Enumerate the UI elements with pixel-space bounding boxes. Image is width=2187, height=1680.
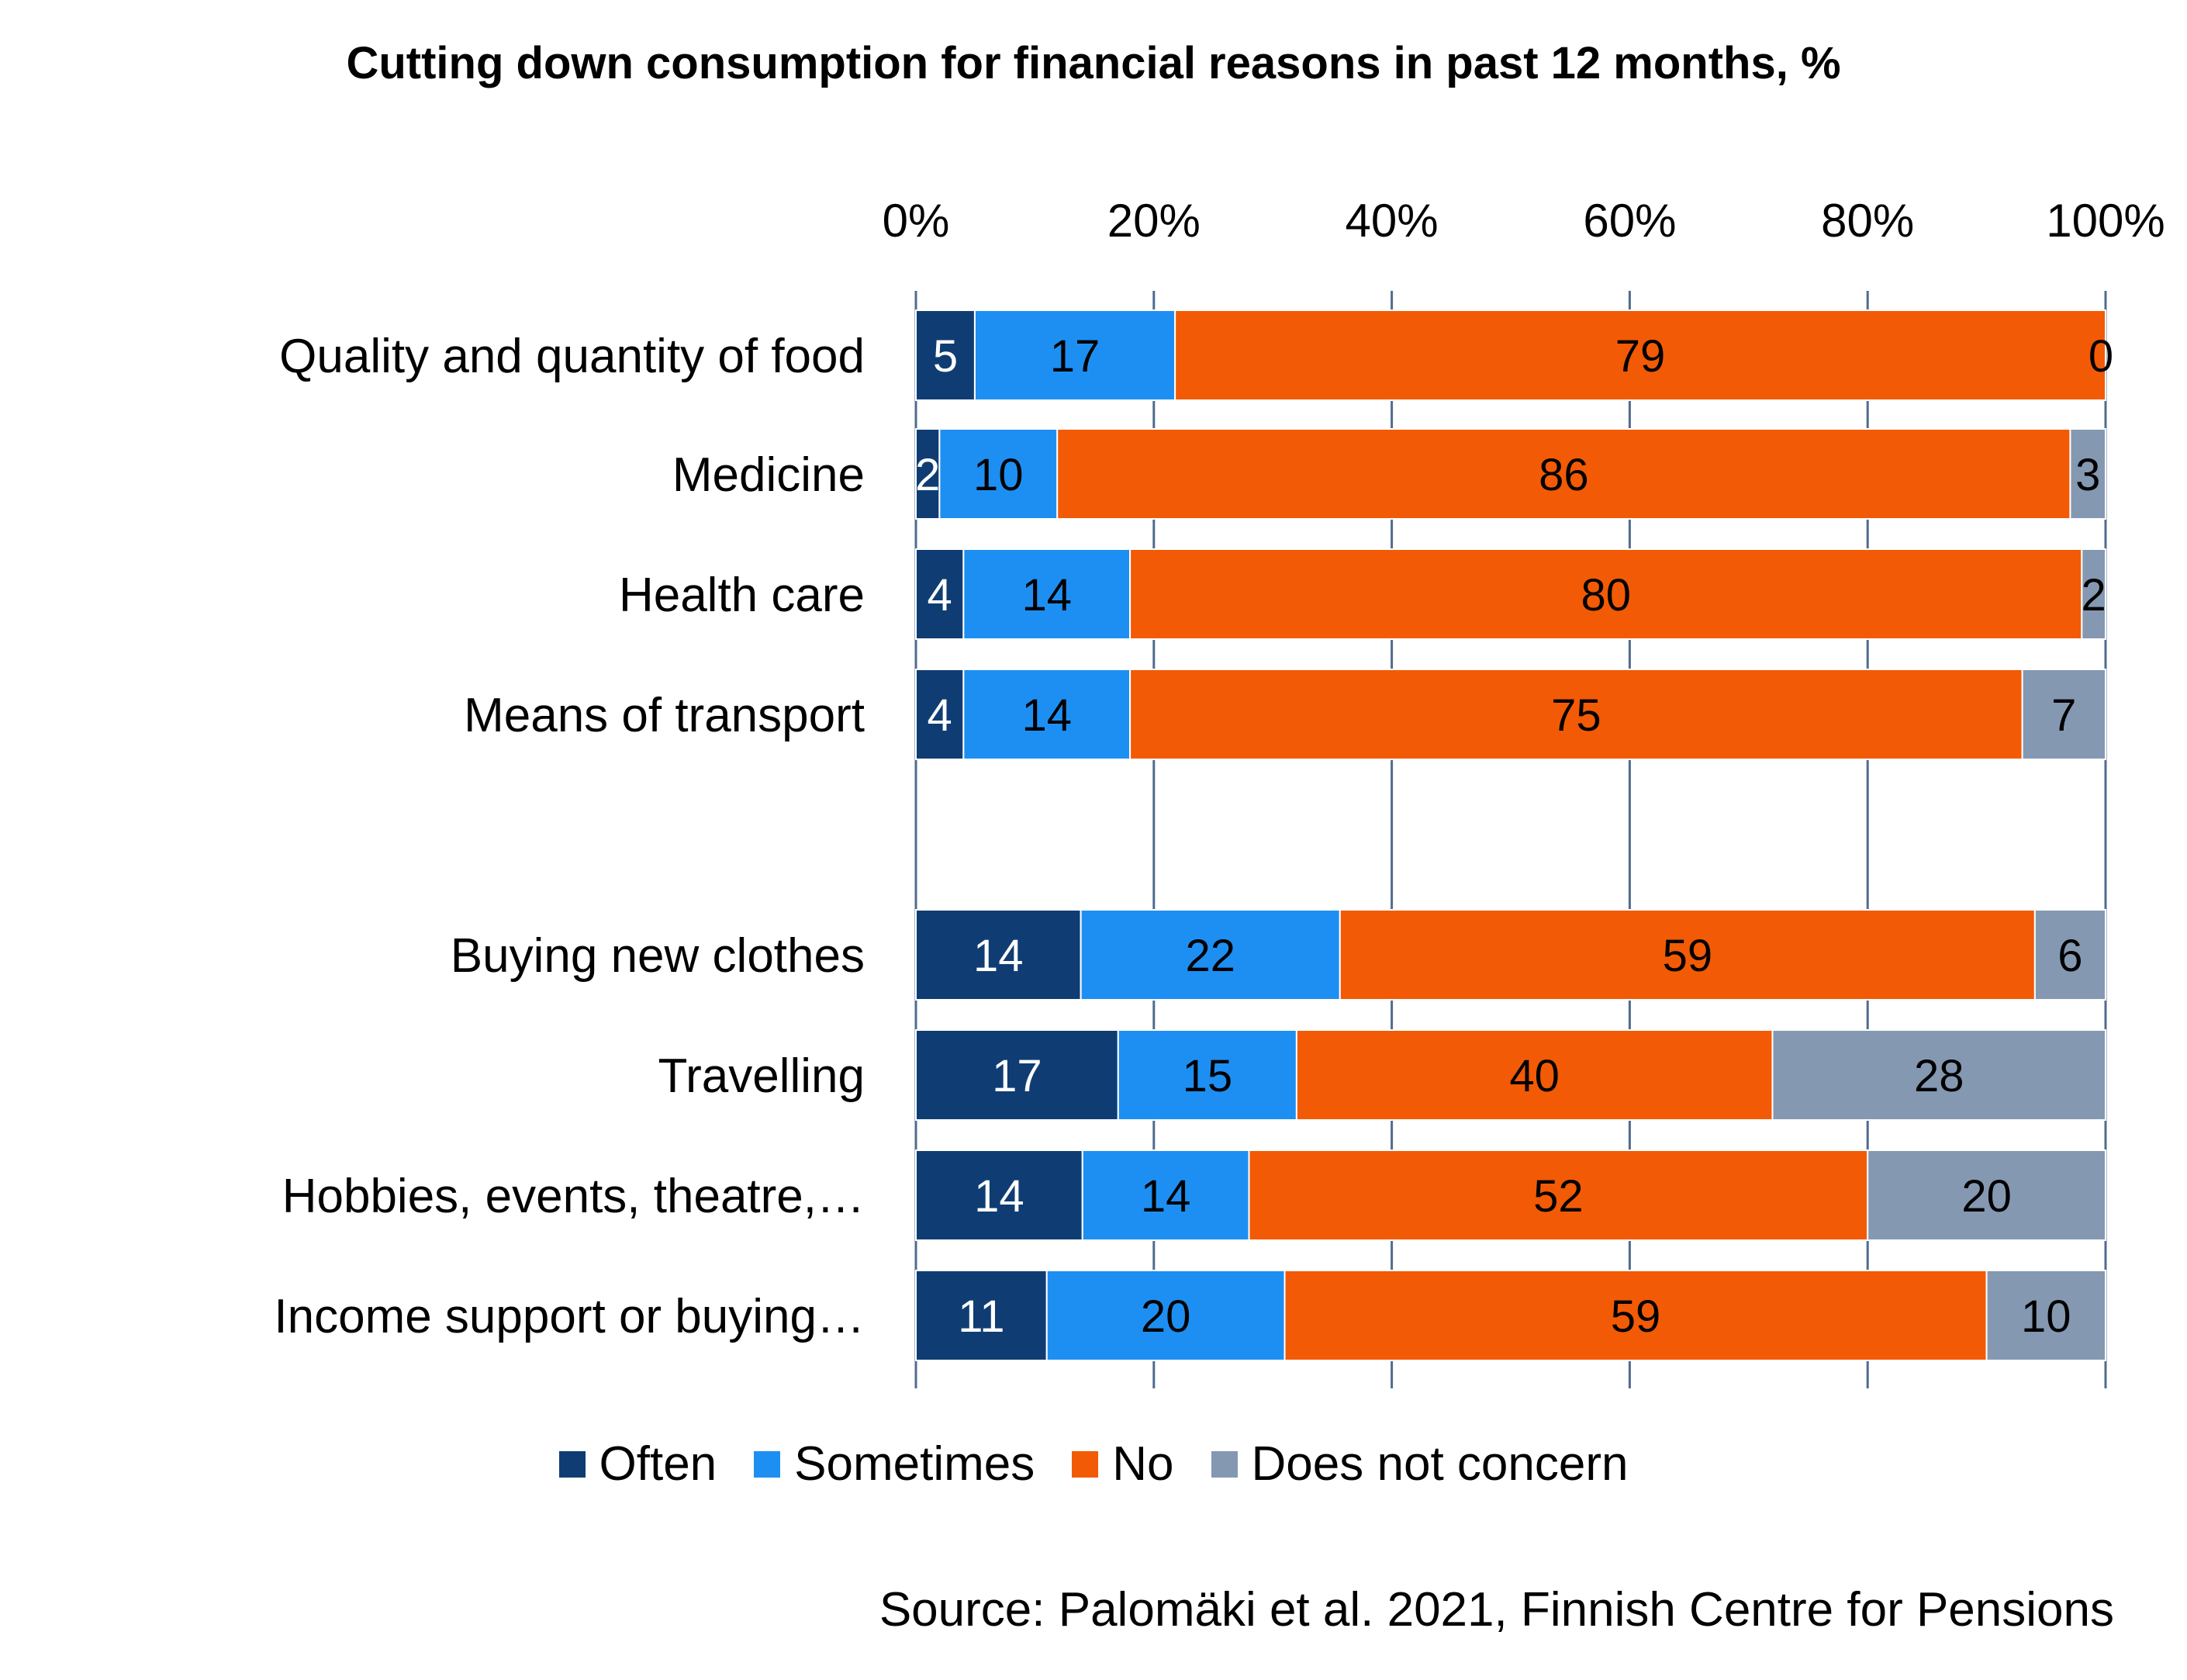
bar-segment	[973, 309, 1176, 401]
bar-segment	[2021, 669, 2107, 760]
bar-segment	[915, 428, 941, 520]
data-label: 5	[933, 331, 958, 382]
bar-segment	[1117, 1029, 1297, 1121]
bar-segment	[962, 669, 1132, 760]
data-label: 20	[1961, 1171, 2012, 1222]
data-labels: 5 17 79 0 2 10 86 3 4 14 80 2 4 14 75 7 14 22 59 6 17 15 40 28 1…	[915, 331, 2113, 1342]
legend-swatch	[1211, 1450, 1238, 1478]
data-label: 15	[1183, 1051, 1233, 1101]
bar-segment	[915, 1149, 1083, 1241]
x-tick-label: 20%	[1107, 195, 1201, 247]
bar-segment	[915, 909, 1082, 1001]
data-label: 75	[1551, 690, 1601, 741]
chart-title: Cutting down consumption for financial r…	[346, 38, 1841, 88]
bar-segment	[2081, 548, 2107, 640]
category-label: Quality and quantity of food	[279, 330, 865, 383]
x-tick-label: 100%	[2046, 195, 2165, 247]
x-tick-label: 0%	[883, 195, 950, 247]
bar-segment	[1867, 1149, 2106, 1241]
bar-segment	[1985, 1270, 2107, 1361]
data-label: 17	[992, 1051, 1042, 1101]
data-label: 3	[2075, 450, 2100, 500]
data-label: 14	[973, 931, 1024, 981]
legend-label: Does not concern	[1251, 1437, 1629, 1491]
data-label: 14	[1021, 570, 1072, 620]
category-label: Means of transport	[464, 689, 865, 742]
bar-segment	[2033, 909, 2107, 1001]
bar-segment	[938, 428, 1059, 520]
legend: Often Sometimes No Does not concern	[0, 1436, 2187, 1492]
data-label: 17	[1050, 331, 1100, 382]
data-label: 14	[1021, 690, 1072, 741]
bar-segment	[1080, 909, 1341, 1001]
bars	[915, 309, 2107, 1361]
data-label: 22	[1185, 931, 1235, 981]
data-label: 86	[1539, 450, 1589, 500]
data-label: 20	[1141, 1291, 1191, 1342]
data-label: 11	[958, 1291, 1004, 1342]
data-label: 10	[2021, 1291, 2071, 1342]
source-note: Source: Palomäki et al. 2021, Finnish Ce…	[879, 1583, 2114, 1637]
category-label: Travelling	[658, 1049, 865, 1103]
data-label: 52	[1533, 1171, 1584, 1222]
x-tick-label: 80%	[1821, 195, 1914, 247]
bar-segment	[1248, 1149, 1869, 1241]
bar-segment	[1081, 1149, 1250, 1241]
bar-segment	[1056, 428, 2071, 520]
bar-segment	[1295, 1029, 1774, 1121]
legend-label: Sometimes	[794, 1437, 1035, 1491]
x-tick-labels: 0% 20% 40% 60% 80% 100%	[883, 195, 2165, 247]
data-label: 59	[1663, 931, 1713, 981]
legend-item: Often	[558, 1436, 717, 1492]
data-label: 80	[1581, 570, 1631, 620]
data-label: 28	[1914, 1051, 1964, 1101]
bar-segment	[1339, 909, 2036, 1001]
data-label: 4	[928, 690, 952, 741]
category-label: Health care	[619, 569, 865, 622]
bar-segment	[1129, 669, 2023, 760]
bar-segment	[1045, 1270, 1286, 1361]
data-label: 7	[2051, 690, 2076, 741]
data-label: 79	[1615, 331, 1666, 382]
category-label: Medicine	[672, 448, 865, 502]
category-label: Income support or buying…	[274, 1290, 865, 1343]
data-label: 4	[928, 570, 952, 620]
bar-segment	[962, 548, 1132, 640]
legend-swatch	[754, 1450, 781, 1478]
legend-label: Often	[599, 1437, 717, 1491]
category-label: Hobbies, events, theatre,…	[282, 1170, 865, 1223]
data-label: 40	[1509, 1051, 1560, 1101]
legend-item: Sometimes	[754, 1436, 1035, 1492]
x-tick-label: 60%	[1583, 195, 1676, 247]
bar-segment	[915, 548, 965, 640]
data-label: 2	[2082, 570, 2106, 620]
bar-segment	[915, 1270, 1048, 1361]
legend-swatch	[558, 1450, 586, 1478]
bar-segment	[2069, 428, 2106, 520]
legend-item: No	[1072, 1436, 1174, 1492]
data-label: 6	[2057, 931, 2082, 981]
legend-label: No	[1112, 1437, 1174, 1491]
data-label: 10	[973, 450, 1024, 500]
bar-segment	[915, 1029, 1119, 1121]
bar-segment	[1771, 1029, 2106, 1121]
legend-swatch	[1072, 1450, 1099, 1478]
bar-segment	[1284, 1270, 1988, 1361]
data-label: 0	[2089, 331, 2113, 382]
bar-segment	[1129, 548, 2083, 640]
data-label: 14	[1141, 1171, 1191, 1222]
bar-segment	[1174, 309, 2106, 401]
x-tick-label: 40%	[1346, 195, 1439, 247]
data-label: 14	[974, 1171, 1024, 1222]
legend-item: Does not concern	[1211, 1436, 1629, 1492]
data-label: 59	[1611, 1291, 1661, 1342]
category-labels: Quality and quantity of food Medicine Heal…	[274, 330, 865, 1343]
bar-segment	[915, 669, 965, 760]
data-label: 2	[915, 450, 940, 500]
category-label: Buying new clothes	[451, 929, 865, 983]
